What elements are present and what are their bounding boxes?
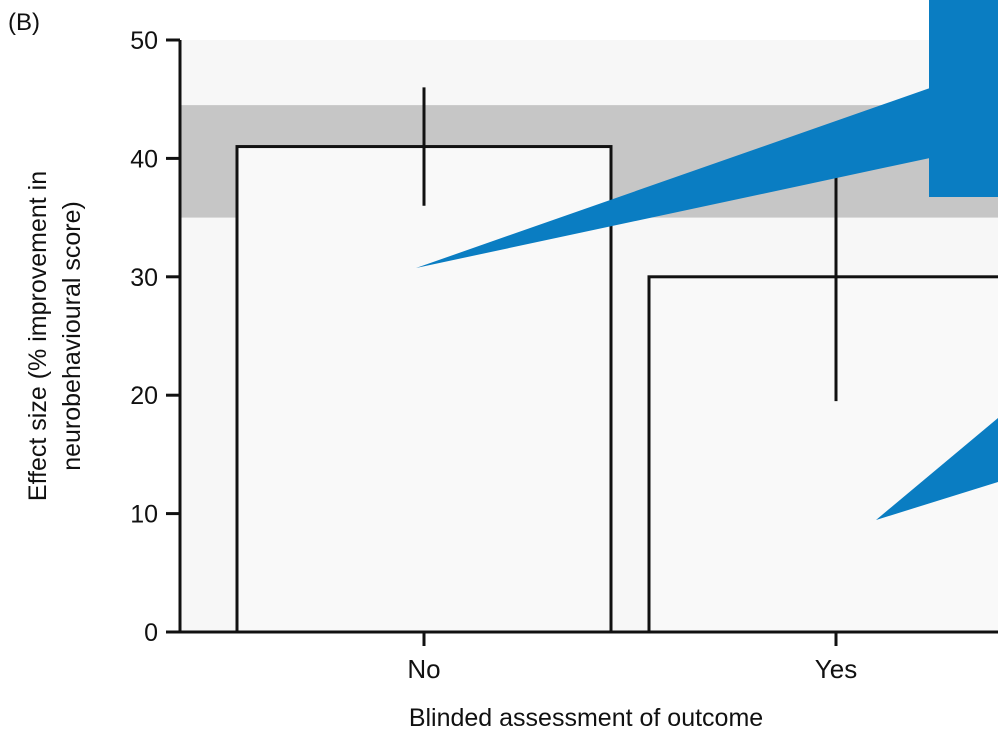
y-tick-label: 50 xyxy=(130,27,158,55)
panel-label: (B) xyxy=(8,9,40,36)
callout-pointer-lower xyxy=(876,418,998,520)
x-tick-label-yes: Yes xyxy=(815,654,857,684)
y-tick-label: 0 xyxy=(144,619,158,647)
y-axis-label-line1: Effect size (% improvement in xyxy=(24,171,52,501)
callout-box xyxy=(929,0,998,197)
y-tick-label: 40 xyxy=(130,145,158,173)
callout-pointer-upper xyxy=(416,88,930,268)
y-tick-label: 30 xyxy=(130,264,158,292)
y-axis-label-line2: neurobehavioural score) xyxy=(58,201,86,471)
y-tick-label: 10 xyxy=(130,501,158,529)
bar-yes xyxy=(647,275,998,634)
y-tick-label: 20 xyxy=(130,382,158,410)
header-whitespace xyxy=(336,0,936,17)
x-tick-label-no: No xyxy=(407,654,440,684)
x-axis-label: Blinded assessment of outcome xyxy=(409,704,763,732)
